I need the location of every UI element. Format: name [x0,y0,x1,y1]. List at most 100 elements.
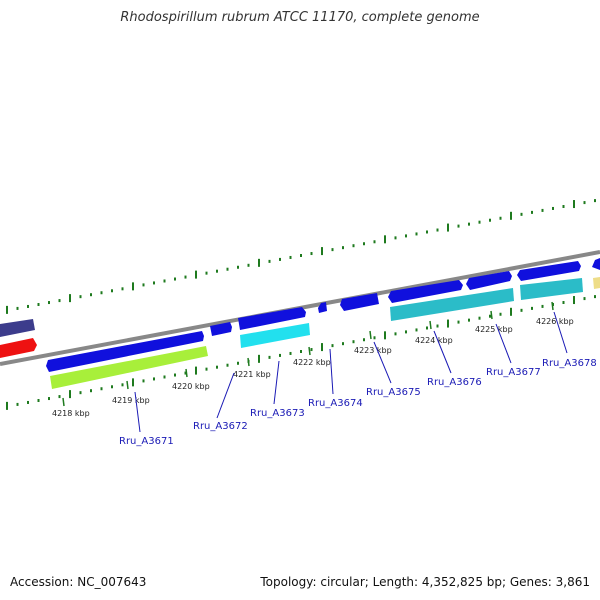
tick-mark: 4218 kbp [52,397,90,418]
gc-dot [279,353,281,357]
gc-dot [510,307,512,316]
tick-label: 4219 kbp [112,396,150,405]
gc-dot [331,248,334,252]
gene-label[interactable]: Rru_A3678 [542,358,597,369]
tick-label: 4226 kbp [536,317,574,326]
gc-dot [342,342,344,346]
gene-feature[interactable] [388,280,463,303]
gc-dot [436,324,439,328]
gene-feature[interactable] [50,346,208,389]
gene-feature[interactable] [238,307,306,330]
tick-mark: 4226 kbp [536,301,574,326]
tick-label: 4218 kbp [52,409,90,418]
gene-feature[interactable] [210,322,232,336]
gc-dot [573,296,575,305]
gc-dot [342,246,344,250]
gc-dot [499,216,502,220]
gene-feature[interactable] [593,277,600,289]
accession-text: Accession: NC_007643 [10,575,147,589]
gc-dot [426,230,428,234]
gc-dot [163,279,166,283]
gc-dot [205,367,208,371]
gc-dot [121,287,124,291]
gc-dot [268,259,271,263]
gene-label[interactable]: Rru_A3677 [486,367,541,378]
gene-feature[interactable] [517,261,581,281]
gc-dot [174,277,176,281]
gene-label-leader [433,330,452,374]
gene-feature[interactable] [318,302,327,313]
gene-feature[interactable] [340,293,379,311]
gc-dot [226,267,229,271]
gene-feature[interactable] [592,258,600,270]
gc-dot [531,210,533,214]
gene-feature[interactable] [240,323,310,348]
gc-dot [541,304,544,308]
gc-dot [300,254,302,257]
gc-dot [195,270,197,279]
gc-dot [436,228,439,232]
gc-dot [426,326,428,330]
gc-dot [48,301,50,305]
gene-label[interactable]: Rru_A3676 [427,377,482,388]
gc-dot [468,318,470,322]
gc-dot [100,291,103,295]
gc-dot [237,361,239,365]
gene-feature[interactable] [520,278,583,300]
gc-dot [258,258,260,267]
gc-dot [37,399,40,402]
gc-dot [352,244,355,248]
gc-dot [289,255,292,259]
gene-label[interactable]: Rru_A3672 [193,421,248,432]
gene-label[interactable]: Rru_A3675 [366,387,421,398]
tick-mark: 4219 kbp [112,380,150,405]
gc-dot [16,306,19,310]
gc-dot [405,330,407,334]
gc-dot [363,338,365,342]
gc-dot [279,257,281,261]
gene-feature[interactable] [390,288,514,321]
gc-dot [394,332,397,336]
gc-dot [184,275,187,279]
tick-mark: 4222 kbp [293,346,331,367]
gene-label-leader [553,311,568,354]
gc-dot [447,223,449,232]
gc-dot [195,366,197,375]
gc-dot [205,271,208,275]
gc-dot [489,218,491,222]
tick-mark: 4224 kbp [415,320,453,345]
gc-dot [142,283,145,287]
gc-dot [184,371,187,375]
gc-dot [111,289,113,293]
gc-dot [583,201,586,205]
gene-label[interactable]: Rru_A3674 [308,398,363,409]
gc-dot [489,314,491,318]
tick-mark: 4220 kbp [172,368,210,391]
gc-dot [457,224,460,228]
gc-dot [174,373,176,377]
outer-dot-track [6,199,596,314]
gene-feature[interactable] [46,331,204,372]
gene-feature[interactable] [466,271,512,290]
gc-dot [531,306,533,310]
tick-mark: 4221 kbp [233,357,271,379]
gc-dot [394,236,397,240]
gc-dot [58,299,61,303]
gc-dot [520,212,523,216]
tick-label: 4222 kbp [293,358,331,367]
gene-label-leader [329,348,334,395]
gene-feature[interactable] [0,338,37,358]
tick-label: 4225 kbp [475,325,513,334]
gene-label[interactable]: Rru_A3671 [119,436,174,447]
gc-dot [552,206,554,210]
gc-dot [247,263,250,267]
gene-label[interactable]: Rru_A3673 [250,408,305,419]
gc-dot [27,304,29,308]
gene-feature[interactable] [0,319,35,337]
gc-dot [111,385,113,389]
gc-dot [415,328,418,332]
gc-dot [216,365,218,369]
gc-dot [16,402,19,406]
gc-dot [405,234,407,238]
gc-dot [121,383,124,387]
